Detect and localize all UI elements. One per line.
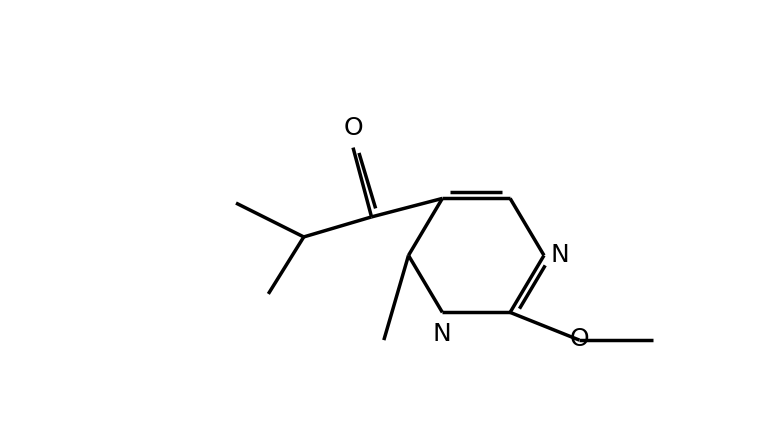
Text: N: N	[550, 244, 569, 268]
Text: N: N	[433, 321, 452, 346]
Text: O: O	[343, 116, 363, 140]
Text: O: O	[570, 327, 589, 351]
